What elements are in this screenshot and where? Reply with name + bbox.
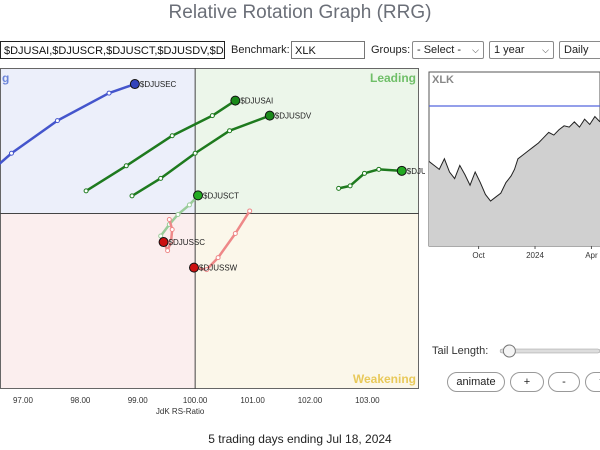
tail-point [376,166,382,172]
tail-point [165,248,171,254]
groups-label: Groups: [371,44,411,56]
price-x-tick-label: Oct [472,251,485,260]
tail-point [209,113,215,119]
tail-point [169,227,175,233]
head-point [129,79,140,90]
tail-length-slider[interactable] [496,344,600,358]
plot-border [0,68,419,389]
tail-point [347,183,353,189]
symbols-input[interactable]: $DJUSAI,$DJUSCR,$DJUSCT,$DJUSDV,$DJ [0,41,225,59]
quadrant-label-leading: Leading [370,71,416,85]
tail-point [361,170,367,176]
footer-caption: 5 trading days ending Jul 18, 2024 [208,432,392,446]
slider-track [499,348,600,354]
head-point [189,262,200,273]
series-label: $DJUSDV [275,112,312,121]
series-label: $DJUSCR [407,167,425,176]
price-line [428,115,600,202]
x-tick-label: 98.00 [70,396,91,405]
quadrant-leading [195,68,419,214]
x-tick-label: 99.00 [128,396,149,405]
rrg-chart: g Leading Weakening 97.00 98.00 99.00 100.00 10… [0,68,425,416]
price-x-tick-label: Apr [585,251,598,260]
price-area [429,116,600,246]
slider-knob[interactable] [502,344,516,358]
tail-point [192,150,198,156]
tail-point [227,128,233,134]
head-point [264,110,275,121]
x-tick-label: 103.00 [355,396,380,405]
chevron-down-icon: ⌵ [542,45,549,55]
head-point [193,190,204,201]
tail-point [83,188,89,194]
animate-button[interactable]: animate [447,372,505,392]
tail-point [8,150,14,156]
x-tick-label: 97.00 [13,396,34,405]
tail-point [247,208,253,214]
tail-point [186,202,192,208]
benchmark-price-chart: XLK Oct 2024 Apr [428,71,600,260]
groups-select[interactable]: - Select - ⌵ [412,41,484,59]
tail-point [123,163,129,169]
toolbar: $DJUSAI,$DJUSCR,$DJUSCT,$DJUSDV,$DJ Benc… [0,41,600,61]
tail-point [106,90,112,96]
x-axis-label: JdK RS-Ratio [156,407,205,416]
frequency-select-value: Daily [564,44,589,56]
tail-point [215,255,221,261]
groups-select-value: - Select - [417,44,462,56]
increase-button[interactable]: + [510,372,544,392]
tail-point [204,267,210,273]
tail-length-label: Tail Length: [432,345,489,357]
cut-button[interactable]: f [585,372,600,392]
series-label: $DJUSSC [169,238,206,247]
quadrant-label-improving: g [2,71,9,85]
series-label: $DJUSSW [199,264,238,273]
benchmark-label: Benchmark: [231,44,290,56]
benchmark-input[interactable]: XLK [291,41,365,59]
tail-point [232,231,238,237]
tail-point [158,175,164,181]
head-point [230,95,241,106]
tail-point [169,133,175,139]
x-tick-label: 102.00 [298,396,323,405]
frequency-select[interactable]: Daily [559,41,600,59]
chevron-down-icon: ⌵ [472,45,479,55]
tail-point [175,211,181,217]
x-tick-label: 100.00 [183,396,208,405]
tail-point [336,185,342,191]
tail-point [166,216,172,222]
decrease-button[interactable]: - [548,372,580,392]
quadrant-weakening [195,213,419,389]
period-select-value: 1 year [494,44,525,56]
period-select[interactable]: 1 year ⌵ [489,41,554,59]
tail-point [54,118,60,124]
series-label: $DJUSEC [140,80,177,89]
head-point [396,165,407,176]
series-label: $DJUSCT [203,191,239,200]
x-tick-label: 101.00 [240,396,265,405]
price-chart-title: XLK [432,74,454,86]
price-x-tick-label: 2024 [526,251,544,260]
page-title: Relative Rotation Graph (RRG) [168,2,432,23]
tail-point [129,193,135,199]
tail-point [168,239,174,245]
head-point [158,237,169,248]
series-label: $DJUSAI [240,97,273,106]
quadrant-label-weakening: Weakening [353,372,416,386]
